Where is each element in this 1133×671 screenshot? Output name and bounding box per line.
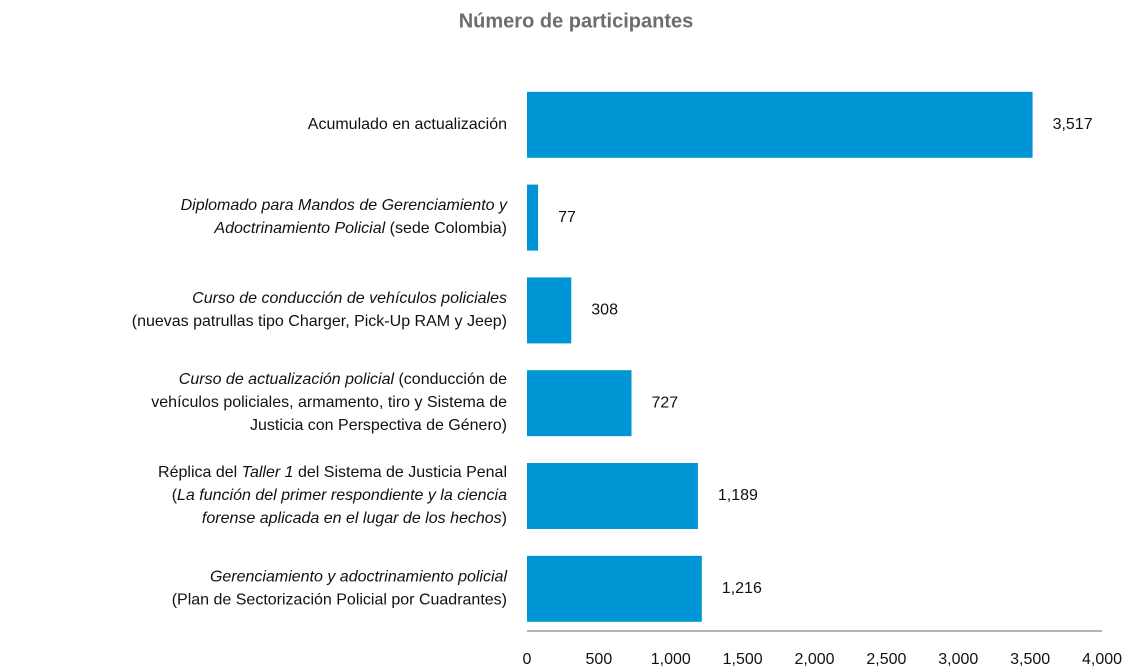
category-label: Réplica del Taller 1 del Sistema de Just… (158, 464, 507, 481)
category-label: Diplomado para Mandos de Gerenciamiento … (181, 197, 508, 214)
category-label: Adoctrinamiento Policial (sede Colombia) (213, 220, 507, 237)
x-tick-label: 4,000 (1082, 651, 1122, 668)
label-segment: La función del primer respondiente y la … (177, 487, 507, 504)
category-label: Acumulado en actualización (308, 116, 507, 133)
label-segment: Curso de actualización policial (179, 371, 395, 388)
category-label: Curso de conducción de vehículos policia… (192, 290, 507, 307)
label-segment: Justicia con Perspectiva de Género) (250, 417, 507, 434)
value-label: 3,517 (1053, 116, 1093, 133)
bar (527, 463, 698, 529)
label-segment: Diplomado para Mandos de Gerenciamiento … (181, 197, 508, 214)
value-label: 1,189 (718, 487, 758, 504)
category-label: vehículos policiales, armamento, tiro y … (151, 394, 507, 411)
x-tick-label: 1,000 (651, 651, 691, 668)
category-label: Justicia con Perspectiva de Género) (250, 417, 507, 434)
x-tick-label: 2,500 (866, 651, 906, 668)
x-tick-label: 500 (586, 651, 613, 668)
label-segment: ( (172, 487, 178, 504)
label-segment: Taller 1 (242, 464, 294, 481)
label-segment: ) (502, 510, 507, 527)
value-label: 308 (591, 302, 618, 319)
label-segment: Adoctrinamiento Policial (213, 220, 385, 237)
x-tick-label: 2,000 (794, 651, 834, 668)
label-segment: (Plan de Sectorización Policial por Cuad… (172, 592, 507, 609)
label-segment: Réplica del (158, 464, 242, 481)
chart-title: Número de participantes (459, 10, 694, 32)
x-tick-label: 3,000 (938, 651, 978, 668)
label-segment: (sede Colombia) (385, 220, 507, 237)
value-label: 77 (558, 209, 576, 226)
label-segment: del Sistema de Justicia Penal (294, 464, 507, 481)
category-label: forense aplicada en el lugar de los hech… (202, 510, 507, 527)
bar (527, 555, 702, 622)
category-label: Gerenciamiento y adoctrinamiento policia… (210, 569, 507, 586)
label-segment: (nuevas patrullas tipo Charger, Pick-Up … (132, 313, 507, 330)
x-tick-label: 0 (523, 651, 532, 668)
label-segment: Acumulado en actualización (308, 116, 507, 133)
label-segment: Gerenciamiento y adoctrinamiento policia… (210, 569, 507, 586)
category-label: (La función del primer respondiente y la… (172, 487, 507, 504)
value-label: 727 (652, 394, 679, 411)
bar (527, 184, 539, 251)
value-label: 1,216 (722, 580, 762, 597)
category-label: Curso de actualización policial (conducc… (179, 371, 507, 388)
x-tick-label: 1,500 (723, 651, 763, 668)
bar (527, 91, 1033, 158)
category-label: (Plan de Sectorización Policial por Cuad… (172, 592, 507, 609)
label-segment: (conducción de (394, 371, 507, 388)
label-segment: vehículos policiales, armamento, tiro y … (151, 394, 507, 411)
label-segment: forense aplicada en el lugar de los hech… (202, 510, 502, 527)
bar (527, 370, 632, 437)
x-tick-label: 3,500 (1010, 651, 1050, 668)
bar (527, 277, 572, 344)
category-label: (nuevas patrullas tipo Charger, Pick-Up … (132, 313, 507, 330)
label-segment: Curso de conducción de vehículos policia… (192, 290, 507, 307)
